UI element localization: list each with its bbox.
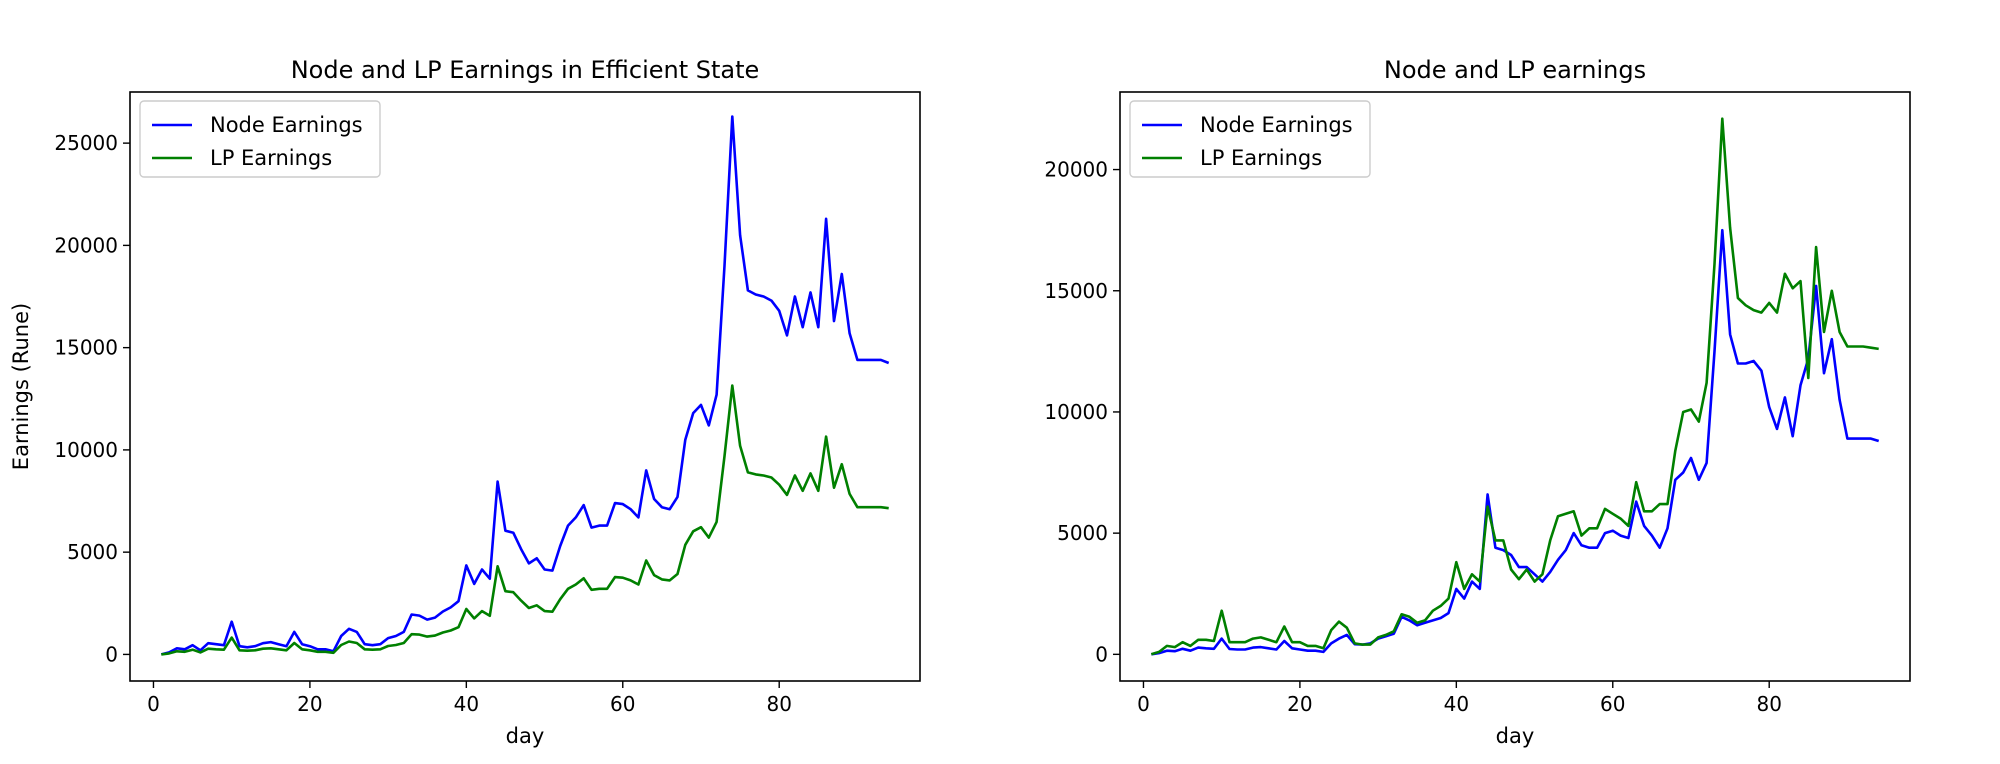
legend-box [139, 100, 381, 178]
legend: Node Earnings LP Earnings [139, 100, 381, 178]
y-tick-label: 0 [1095, 642, 1108, 666]
y-tick-label: 0 [105, 642, 118, 666]
legend: Node Earnings LP Earnings [1129, 100, 1371, 178]
y-tick-label: 20000 [54, 233, 118, 257]
x-tick-label: 60 [1600, 692, 1625, 716]
series-line-lp-earnings [161, 384, 889, 656]
y-tick-label: 25000 [54, 131, 118, 155]
chart-title: Node and LP earnings [1384, 56, 1646, 84]
x-tick-label: 40 [1444, 692, 1469, 716]
legend-entry: Node Earnings [210, 113, 363, 137]
y-tick-label: 10000 [1044, 400, 1108, 424]
x-tick-label: 60 [610, 692, 635, 716]
plot-frame [129, 91, 921, 682]
legend-entry: Node Earnings [1200, 113, 1353, 137]
chart-title: Node and LP Earnings in Efficient State [291, 56, 760, 84]
x-tick-label: 0 [147, 692, 160, 716]
y-tick-label: 15000 [1044, 279, 1108, 303]
x-axis-label: day [1496, 724, 1535, 748]
x-tick-label: 20 [1287, 692, 1312, 716]
y-tick-label: 15000 [54, 336, 118, 360]
legend-entry: LP Earnings [210, 146, 332, 170]
y-tick-label: 5000 [67, 540, 118, 564]
series-line-node-earnings [160, 115, 890, 656]
series-line-node-earnings [1151, 228, 1880, 656]
x-tick-label: 20 [297, 692, 322, 716]
legend-entry: LP Earnings [1200, 146, 1322, 170]
x-tick-label: 0 [1137, 692, 1150, 716]
legend-box [1129, 100, 1371, 178]
x-tick-label: 40 [454, 692, 479, 716]
plot-frame [1119, 91, 1911, 682]
x-tick-label: 80 [766, 692, 791, 716]
chart-1: 0 20 40 60 80 0 5000 10000 15000 20000 25000 Node a… [9, 56, 921, 748]
y-tick-label: 10000 [54, 438, 118, 462]
chart-2: 0 20 40 60 80 0 5000 10000 15000 20000 Node and LP… [1044, 56, 1911, 748]
y-axis-label: Earnings (Rune) [9, 303, 33, 470]
series-line-lp-earnings [1150, 117, 1879, 656]
x-tick-label: 80 [1756, 692, 1781, 716]
y-tick-label: 5000 [1057, 521, 1108, 545]
x-axis-label: day [506, 724, 545, 748]
y-tick-label: 20000 [1044, 158, 1108, 182]
